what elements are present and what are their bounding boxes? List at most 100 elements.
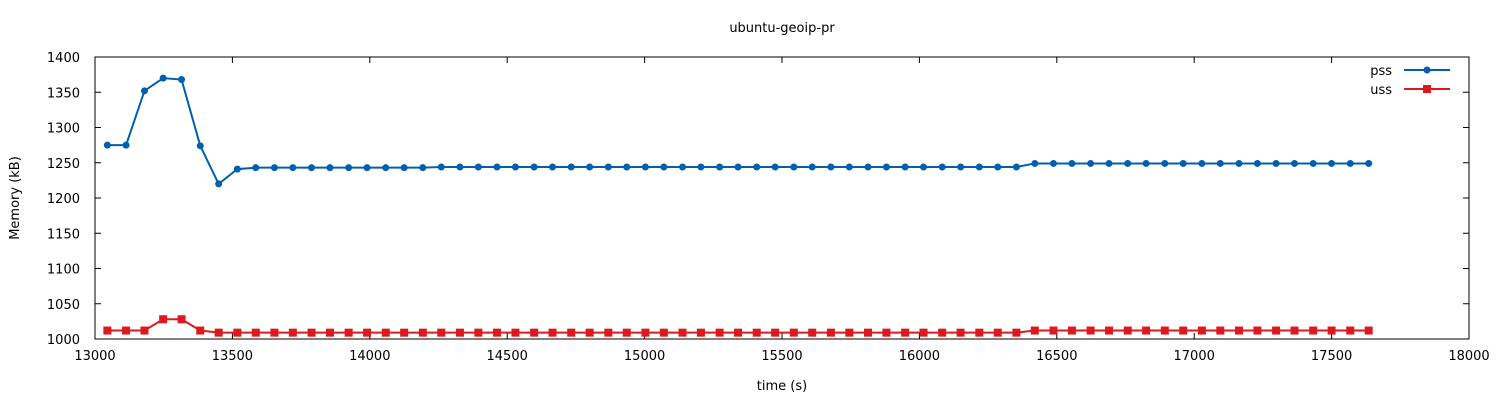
- data-point-uss: [381, 328, 390, 337]
- data-point-uss: [604, 328, 613, 337]
- data-point-uss: [122, 326, 131, 335]
- data-point-pss: [233, 165, 241, 173]
- data-point-uss: [752, 328, 761, 337]
- y-tick-label: 1000: [47, 333, 80, 348]
- y-axis-label: Memory (kB): [8, 156, 23, 240]
- data-point-uss: [140, 326, 149, 335]
- series-layer: [103, 74, 1373, 337]
- data-point-uss: [1234, 326, 1243, 335]
- data-point-pss: [1050, 159, 1058, 167]
- data-point-pss: [1161, 159, 1169, 167]
- data-point-pss: [753, 163, 761, 171]
- data-point-pss: [1198, 159, 1206, 167]
- data-point-uss: [715, 328, 724, 337]
- data-point-uss: [845, 328, 854, 337]
- data-point-pss: [1328, 159, 1336, 167]
- data-point-uss: [196, 326, 205, 335]
- data-point-uss: [1290, 326, 1299, 335]
- x-tick-label: 13000: [74, 349, 115, 364]
- data-point-pss: [1087, 159, 1095, 167]
- series-uss: [103, 315, 1373, 337]
- data-point-uss: [864, 328, 873, 337]
- data-point-pss: [215, 180, 223, 188]
- data-point-pss: [734, 163, 742, 171]
- data-point-pss: [882, 163, 890, 171]
- data-point-pss: [363, 164, 371, 172]
- data-point-pss: [326, 164, 334, 172]
- data-point-uss: [1049, 326, 1058, 335]
- data-point-pss: [604, 163, 612, 171]
- x-tick-label: 15000: [624, 349, 665, 364]
- data-point-pss: [549, 163, 557, 171]
- data-point-pss: [456, 163, 464, 171]
- data-point-pss: [679, 163, 687, 171]
- data-point-pss: [400, 164, 408, 172]
- data-point-uss: [270, 328, 279, 337]
- data-point-uss: [1030, 326, 1039, 335]
- data-point-pss: [382, 164, 390, 172]
- data-point-pss: [437, 163, 445, 171]
- data-point-uss: [1086, 326, 1095, 335]
- x-tick-label: 14000: [349, 349, 390, 364]
- data-point-pss: [938, 163, 946, 171]
- y-tick-label: 1400: [47, 51, 80, 66]
- plot-frame: [94, 56, 1470, 340]
- data-point-pss: [586, 163, 594, 171]
- data-point-uss: [659, 328, 668, 337]
- data-point-pss: [1142, 159, 1150, 167]
- data-point-uss: [493, 328, 502, 337]
- data-point-uss: [1123, 326, 1132, 335]
- data-point-uss: [678, 328, 687, 337]
- data-point-uss: [363, 328, 372, 337]
- data-point-pss: [790, 163, 798, 171]
- x-tick-label: 17000: [1174, 349, 1215, 364]
- data-point-uss: [641, 328, 650, 337]
- data-point-pss: [196, 142, 204, 150]
- data-point-uss: [344, 328, 353, 337]
- data-point-pss: [975, 163, 983, 171]
- data-point-uss: [177, 315, 186, 324]
- data-point-pss: [957, 163, 965, 171]
- data-point-uss: [585, 328, 594, 337]
- data-point-pss: [567, 163, 575, 171]
- x-tick-label: 18000: [1448, 349, 1489, 364]
- y-tick-label: 1350: [47, 86, 80, 101]
- series-pss: [103, 74, 1373, 188]
- data-point-pss: [1291, 159, 1299, 167]
- data-point-uss: [1012, 328, 1021, 337]
- data-point-pss: [1012, 163, 1020, 171]
- data-point-pss: [994, 163, 1002, 171]
- data-point-uss: [567, 328, 576, 337]
- data-point-pss: [1272, 159, 1280, 167]
- data-point-uss: [418, 328, 427, 337]
- data-point-uss: [1179, 326, 1188, 335]
- data-point-pss: [1253, 159, 1261, 167]
- data-point-uss: [975, 328, 984, 337]
- data-point-uss: [622, 328, 631, 337]
- data-point-pss: [716, 163, 724, 171]
- y-tick-label: 1300: [47, 122, 80, 137]
- axes: 13000 13500 14000 14500 15000 15500 16000 16500…: [47, 51, 1490, 364]
- data-point-pss: [697, 163, 705, 171]
- data-point-pss: [641, 163, 649, 171]
- legend-label-uss: uss: [1370, 83, 1392, 98]
- x-tick-label: 15500: [761, 349, 802, 364]
- data-point-pss: [270, 164, 278, 172]
- data-point-pss: [140, 87, 148, 95]
- data-point-pss: [623, 163, 631, 171]
- data-point-pss: [122, 141, 130, 149]
- data-point-uss: [530, 328, 539, 337]
- data-point-uss: [307, 328, 316, 337]
- data-point-pss: [901, 163, 909, 171]
- data-point-uss: [1105, 326, 1114, 335]
- data-point-uss: [826, 328, 835, 337]
- legend: pss uss: [1370, 64, 1450, 98]
- data-point-pss: [493, 163, 501, 171]
- data-point-pss: [1346, 159, 1354, 167]
- data-point-uss: [1216, 326, 1225, 335]
- legend-marker-uss: [1423, 85, 1431, 93]
- data-point-uss: [1309, 326, 1318, 335]
- data-point-pss: [808, 163, 816, 171]
- y-tick-label: 1100: [47, 263, 80, 278]
